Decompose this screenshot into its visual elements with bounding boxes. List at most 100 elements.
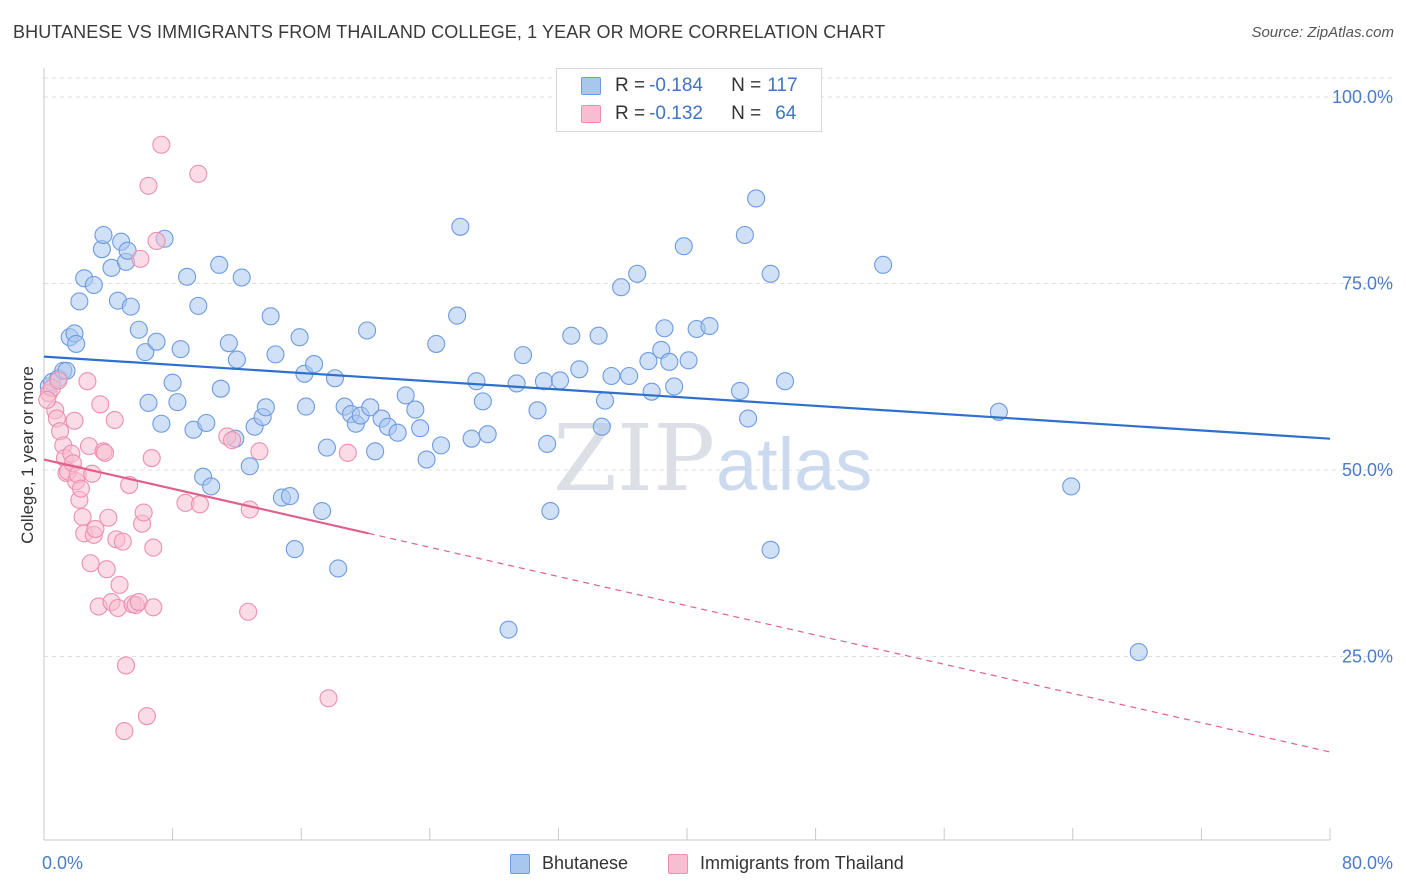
- point-bhutanese: [406, 400, 425, 419]
- watermark-zip: ZIP: [553, 405, 715, 512]
- point-bhutanese: [655, 319, 674, 338]
- point-bhutanese: [462, 429, 481, 448]
- axes: [43, 68, 1331, 841]
- x-tick-label: 80.0%: [1342, 853, 1393, 873]
- point-thailand: [81, 554, 100, 573]
- point-bhutanese: [700, 316, 719, 336]
- point-bhutanese: [761, 540, 780, 559]
- point-bhutanese: [592, 417, 611, 436]
- point-bhutanese: [451, 217, 470, 236]
- point-thailand: [83, 464, 102, 483]
- point-thailand: [91, 395, 110, 414]
- trend-line-thailand: [43, 458, 369, 535]
- point-bhutanese: [628, 264, 647, 283]
- point-bhutanese: [121, 297, 140, 316]
- point-thailand: [319, 689, 338, 708]
- legend-item-bhutanese[interactable]: Bhutanese: [510, 853, 628, 874]
- point-bhutanese: [139, 393, 158, 412]
- legend-r-label: R =: [615, 75, 646, 96]
- point-thailand: [78, 372, 97, 391]
- point-bhutanese: [1062, 477, 1081, 496]
- point-bhutanese: [211, 379, 230, 398]
- point-thailand: [113, 532, 132, 551]
- point-bhutanese: [325, 369, 345, 388]
- point-bhutanese: [227, 350, 246, 369]
- point-bhutanese: [358, 321, 377, 340]
- legend-r-label: R =: [615, 103, 646, 124]
- point-bhutanese: [513, 346, 533, 365]
- point-thailand: [147, 231, 166, 251]
- legend-item-thailand[interactable]: Immigrants from Thailand: [668, 853, 904, 874]
- chart-title: BHUTANESE VS IMMIGRANTS FROM THAILAND CO…: [13, 22, 886, 42]
- legend-n-value: 117: [767, 75, 798, 96]
- point-thailand: [338, 443, 357, 462]
- point-bhutanese: [189, 296, 208, 315]
- point-bhutanese: [541, 501, 560, 521]
- legend-stats: R = -0.184 N = 117 R = -0.132 N = 64: [556, 68, 822, 132]
- watermark-atlas: atlas: [716, 423, 872, 506]
- point-bhutanese: [178, 267, 197, 286]
- point-bhutanese: [528, 401, 547, 420]
- point-thailand: [250, 442, 269, 461]
- grid: [44, 77, 1392, 657]
- point-bhutanese: [1129, 642, 1148, 662]
- point-bhutanese: [70, 292, 89, 311]
- legend-swatch-bhutanese: [510, 853, 530, 874]
- point-thailand: [190, 495, 209, 514]
- y-tick-label: 75.0%: [1342, 274, 1393, 294]
- point-thailand: [223, 431, 242, 450]
- point-bhutanese: [411, 419, 430, 438]
- point-bhutanese: [665, 377, 684, 396]
- point-thailand: [240, 500, 259, 519]
- legend-n-label: N =: [731, 103, 762, 124]
- point-bhutanese: [735, 225, 754, 245]
- point-bhutanese: [499, 620, 518, 639]
- point-thailand: [38, 390, 57, 409]
- point-bhutanese: [432, 436, 451, 455]
- legend-swatch-thailand: [581, 105, 601, 123]
- point-bhutanese: [305, 355, 324, 374]
- point-bhutanese: [168, 393, 187, 412]
- legend-swatch-thailand: [668, 853, 688, 874]
- y-tick-label: 25.0%: [1342, 647, 1393, 667]
- point-bhutanese: [129, 320, 148, 339]
- legend-r-value: -0.132: [649, 103, 703, 124]
- point-thailand: [115, 722, 134, 741]
- point-bhutanese: [290, 328, 309, 347]
- point-bhutanese: [595, 391, 615, 410]
- point-bhutanese: [240, 457, 259, 476]
- point-bhutanese: [448, 306, 467, 325]
- point-thailand: [142, 449, 161, 468]
- point-bhutanese: [67, 334, 86, 353]
- point-bhutanese: [679, 351, 698, 370]
- point-bhutanese: [989, 402, 1008, 421]
- point-thailand: [97, 560, 116, 579]
- point-bhutanese: [388, 423, 407, 442]
- point-bhutanese: [202, 477, 221, 496]
- point-thailand: [71, 479, 91, 498]
- point-bhutanese: [329, 559, 348, 578]
- point-bhutanese: [660, 352, 679, 371]
- point-thailand: [152, 135, 171, 154]
- point-bhutanese: [152, 414, 171, 433]
- watermark: ZIP atlas: [553, 405, 872, 512]
- point-bhutanese: [313, 501, 332, 521]
- trend-line-thailand-extrapolated: [368, 532, 1331, 753]
- point-bhutanese: [612, 278, 631, 297]
- tick-labels: 25.0% 50.0% 75.0% 100.0% 0.0% 80.0%: [42, 87, 1393, 873]
- legend-n-value: 64: [775, 103, 797, 124]
- x-tick-label: 0.0%: [42, 853, 83, 873]
- point-bhutanese: [266, 345, 285, 364]
- point-bhutanese: [620, 366, 639, 386]
- point-bhutanese: [361, 398, 380, 417]
- point-bhutanese: [570, 360, 589, 379]
- point-thailand: [105, 410, 124, 430]
- point-bhutanese: [163, 373, 182, 392]
- legend-series: Bhutanese Immigrants from Thailand: [0, 851, 1406, 879]
- point-bhutanese: [317, 438, 336, 457]
- point-bhutanese: [197, 413, 216, 433]
- point-bhutanese: [538, 434, 557, 453]
- legend-swatch-bhutanese: [581, 77, 601, 95]
- point-bhutanese: [739, 409, 758, 428]
